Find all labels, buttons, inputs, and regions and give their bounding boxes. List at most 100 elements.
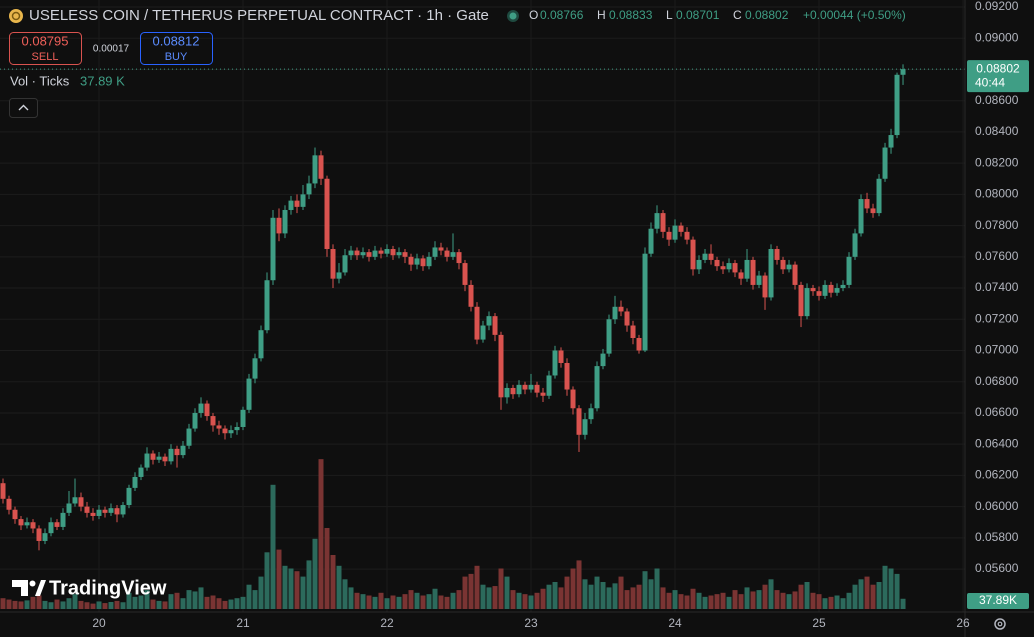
candle-body	[654, 213, 660, 229]
candle-body	[144, 453, 150, 468]
price-badge-value: 0.08802	[976, 61, 1020, 75]
volume-bar	[810, 592, 816, 609]
grid	[0, 0, 965, 612]
volume-bar	[576, 560, 582, 609]
candle-body	[612, 306, 618, 320]
candle-body	[666, 231, 672, 240]
candle-body	[834, 288, 840, 293]
volume-bar	[216, 598, 222, 609]
candle-body	[810, 288, 816, 292]
volume-bar	[732, 590, 738, 609]
volume-bar	[6, 599, 12, 609]
candle-body	[366, 252, 372, 257]
volume-bar	[726, 596, 732, 609]
candle-body	[378, 250, 384, 254]
volume-bar	[552, 582, 558, 609]
settings-icon-inner	[997, 621, 1003, 627]
candle-body	[84, 506, 90, 513]
candle-body	[12, 509, 18, 520]
candle-body	[270, 217, 276, 281]
candle-body	[750, 259, 756, 285]
candle-body	[540, 392, 546, 396]
volume-bar	[396, 596, 402, 609]
buy-button[interactable]	[140, 32, 213, 65]
time-axis	[0, 612, 1034, 637]
candle-body	[36, 528, 42, 541]
volume-bar	[180, 598, 186, 609]
candle-body	[888, 135, 894, 148]
volume-bar	[222, 600, 228, 609]
candle-body	[180, 445, 186, 456]
volume-bar	[366, 595, 372, 609]
candle-body	[516, 384, 522, 395]
y-tick-label: 0.09000	[975, 30, 1019, 44]
volume-bar	[768, 579, 774, 609]
candle-body	[894, 74, 900, 136]
volume-bar	[480, 584, 486, 609]
volume-bar	[666, 592, 672, 609]
volume-bar	[156, 600, 162, 609]
candle-body	[186, 428, 192, 446]
logo-mark	[35, 580, 46, 596]
x-tick-label: 20	[92, 616, 106, 630]
volume-bar	[504, 576, 510, 609]
volume-bar	[612, 583, 618, 609]
y-tick-label: 0.07000	[975, 343, 1019, 357]
volume-bar	[330, 555, 336, 609]
candle-body	[828, 284, 834, 293]
y-tick-label: 0.06200	[975, 468, 1019, 482]
y-tick-label: 0.07800	[975, 218, 1019, 232]
volume-bar	[60, 601, 66, 609]
volume-bar	[240, 596, 246, 609]
coin-icon	[9, 9, 23, 23]
logo-mark	[12, 580, 28, 596]
sell-button[interactable]	[9, 32, 82, 65]
candle-body	[498, 334, 504, 398]
volume-bar	[144, 590, 150, 609]
volume-bar	[402, 594, 408, 609]
volume-bar	[678, 594, 684, 609]
candle-body	[444, 250, 450, 257]
candle-body	[600, 353, 606, 367]
candle-body	[126, 487, 132, 506]
volume-bar	[198, 587, 204, 609]
volume-bar	[192, 591, 198, 609]
volume-bar	[708, 595, 714, 609]
y-tick-label: 0.08200	[975, 155, 1019, 169]
volume-bar	[336, 565, 342, 609]
candle-body	[156, 456, 162, 460]
volume-bar	[594, 576, 600, 609]
volume-bar	[450, 592, 456, 609]
candle-body	[570, 389, 576, 409]
symbol-title: USELESS COIN / TETHERUS PERPETUAL CONTRA…	[29, 7, 489, 24]
volume-bar	[534, 592, 540, 609]
candle-body	[402, 252, 408, 257]
ohlc-letter: L	[666, 8, 673, 22]
volume-bar	[672, 590, 678, 609]
buy-price: 0.08812	[153, 33, 200, 48]
volume-bar	[744, 587, 750, 609]
volume-bar	[720, 592, 726, 609]
y-tick-label: 0.08400	[975, 124, 1019, 138]
y-tick-label: 0.06800	[975, 374, 1019, 388]
candle-body	[258, 330, 264, 359]
y-tick-label: 0.09200	[975, 0, 1019, 13]
volume-bar	[846, 592, 852, 609]
volume-bar	[348, 587, 354, 609]
volume-bar	[714, 594, 720, 609]
volume-bar	[414, 592, 420, 609]
candle-body	[648, 228, 654, 254]
candle-body	[756, 275, 762, 285]
volume-bar	[636, 584, 642, 609]
candle-body	[240, 409, 246, 427]
candle-body	[132, 476, 138, 488]
candle-body	[300, 194, 306, 207]
candle-body	[432, 247, 438, 257]
collapse-button[interactable]	[9, 98, 38, 118]
candle-body	[162, 456, 168, 462]
candle-body	[882, 147, 888, 179]
settings-icon[interactable]	[994, 618, 1006, 630]
candle-body	[204, 403, 210, 417]
volume-bar	[702, 596, 708, 609]
